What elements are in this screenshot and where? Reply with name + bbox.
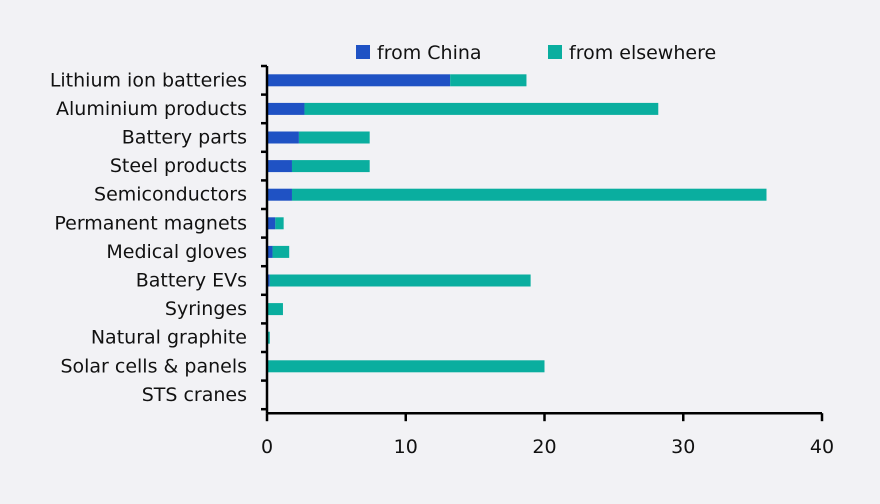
legend: from China from elsewhere bbox=[356, 42, 716, 64]
category-label: STS cranes bbox=[142, 384, 247, 406]
x-tick-label: 20 bbox=[532, 436, 556, 458]
x-tick-label: 0 bbox=[261, 436, 273, 458]
legend-swatch bbox=[548, 45, 562, 59]
bar-china bbox=[267, 217, 276, 230]
bar-china bbox=[267, 188, 292, 201]
x-tick-label: 40 bbox=[810, 436, 834, 458]
bar-elsewhere bbox=[450, 74, 527, 87]
bar-elsewhere bbox=[298, 131, 370, 144]
category-label: Solar cells & panels bbox=[60, 355, 247, 377]
category-label: Aluminium products bbox=[56, 98, 247, 120]
category-label: Syringes bbox=[165, 298, 247, 320]
x-tick-label: 10 bbox=[394, 436, 418, 458]
bar-elsewhere bbox=[291, 160, 370, 173]
bar-china bbox=[267, 160, 292, 173]
bar-elsewhere bbox=[275, 217, 284, 230]
bar-elsewhere bbox=[291, 188, 767, 201]
x-tick-label: 30 bbox=[671, 436, 695, 458]
bar-china bbox=[267, 274, 270, 287]
category-label: Natural graphite bbox=[91, 327, 247, 349]
category-label: Semiconductors bbox=[94, 184, 247, 206]
bar-elsewhere bbox=[267, 331, 270, 344]
bar-elsewhere bbox=[267, 303, 283, 316]
x-axis: 0 10 20 30 40 bbox=[261, 411, 834, 458]
bar-elsewhere bbox=[304, 102, 659, 115]
category-label: Permanent magnets bbox=[54, 212, 247, 234]
category-label: Steel products bbox=[110, 155, 247, 177]
bar-elsewhere bbox=[269, 274, 531, 287]
legend-label: from elsewhere bbox=[569, 42, 716, 64]
y-axis: Lithium ion batteries Aluminium products B… bbox=[50, 64, 269, 414]
legend-label: from China bbox=[377, 42, 482, 64]
bar-china bbox=[267, 245, 273, 258]
bar-china bbox=[267, 102, 305, 115]
legend-swatch bbox=[356, 45, 370, 59]
category-label: Lithium ion batteries bbox=[50, 69, 247, 91]
bar-elsewhere bbox=[267, 360, 545, 373]
bar-china bbox=[267, 74, 451, 87]
category-label: Medical gloves bbox=[106, 241, 247, 263]
category-label: Battery EVs bbox=[136, 270, 247, 292]
bar-elsewhere bbox=[272, 245, 290, 258]
category-label: Battery parts bbox=[122, 127, 247, 149]
bars bbox=[267, 74, 767, 373]
bar-china bbox=[267, 131, 299, 144]
